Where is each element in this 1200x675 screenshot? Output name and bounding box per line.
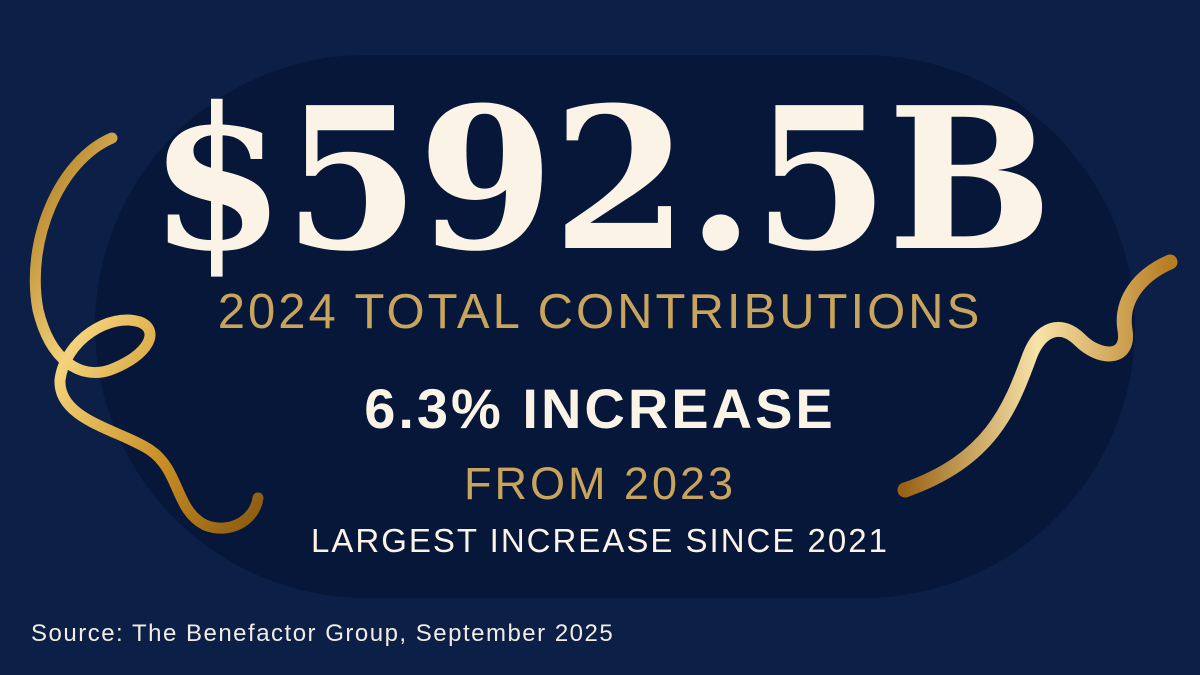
subtitle: 2024 TOTAL CONTRIBUTIONS (217, 285, 983, 339)
note: LARGEST INCREASE SINCE 2021 (311, 522, 889, 559)
increase-stat: 6.3% INCREASE (364, 377, 836, 440)
background-panel (95, 55, 1135, 598)
right-ribbon (897, 254, 1178, 498)
source-citation: Source: The Benefactor Group, September … (31, 620, 615, 647)
left-ribbon (29, 132, 264, 534)
headline-amount: $592.5B (149, 65, 1053, 295)
comparison-year: FROM 2023 (463, 458, 737, 509)
